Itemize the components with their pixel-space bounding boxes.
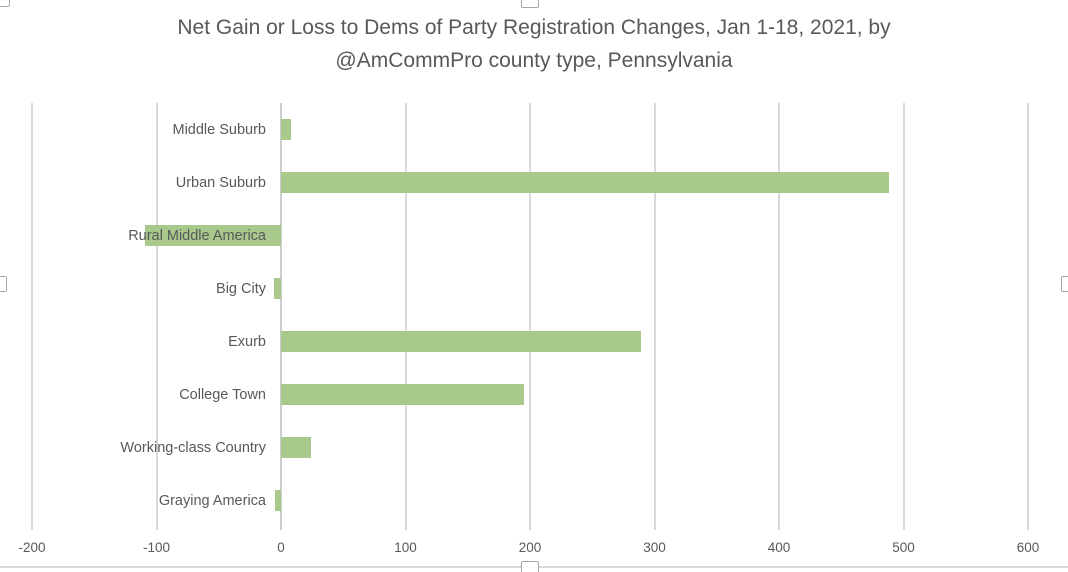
category-label: Working-class Country [120, 439, 266, 456]
chart-title-line-2: @AmCommPro county type, Pennsylvania [335, 49, 733, 72]
bar-working-class-country[interactable] [281, 437, 311, 458]
gridline [902, 103, 905, 530]
selection-handle-top-center[interactable] [521, 0, 539, 8]
bar-college-town[interactable] [281, 384, 524, 405]
gridline [778, 103, 780, 530]
bar-urban-suburb[interactable] [281, 172, 889, 193]
x-axis-tick-label: 500 [892, 540, 915, 555]
gridline [404, 103, 407, 530]
x-axis-tick-label: -200 [18, 540, 46, 555]
bar-big-city[interactable] [273, 278, 281, 299]
bar-exurb[interactable] [281, 331, 641, 352]
zero-axis-line [280, 103, 282, 530]
category-label: Exurb [228, 333, 266, 350]
selection-handle-right-middle[interactable] [1061, 276, 1068, 292]
category-label: Graying America [158, 492, 266, 509]
x-axis-tick-label: 300 [643, 540, 666, 555]
gridline [31, 103, 33, 530]
bar-rural-middle-america[interactable] [145, 225, 281, 246]
category-label: Rural Middle America [128, 227, 266, 244]
category-label: College Town [179, 386, 266, 403]
category-label: Urban Suburb [175, 174, 266, 191]
x-axis-tick-label: 0 [277, 540, 285, 555]
gridline [653, 103, 656, 530]
selection-handle-top-left[interactable] [0, 0, 10, 7]
gridline [529, 103, 531, 530]
gridline [1027, 103, 1029, 530]
x-axis-tick-label: 200 [518, 540, 542, 555]
x-axis-tick-label: 400 [767, 540, 791, 555]
chart-title-line-1: Net Gain or Loss to Dems of Party Regist… [177, 16, 891, 39]
bar-middle-suburb[interactable] [281, 119, 291, 140]
gridline [155, 103, 158, 530]
selection-handle-bottom-center[interactable] [521, 561, 539, 572]
bar-graying-america[interactable] [274, 490, 281, 511]
chart-title[interactable]: Net Gain or Loss to Dems of Party Regist… [0, 11, 1068, 77]
category-label: Middle Suburb [172, 121, 267, 138]
category-label: Big City [216, 280, 266, 297]
x-axis-tick-label: 100 [394, 540, 417, 555]
x-axis-tick-label: -100 [142, 540, 171, 555]
selection-handle-left-middle[interactable] [0, 276, 7, 292]
x-axis-tick-label: 600 [1016, 540, 1040, 555]
